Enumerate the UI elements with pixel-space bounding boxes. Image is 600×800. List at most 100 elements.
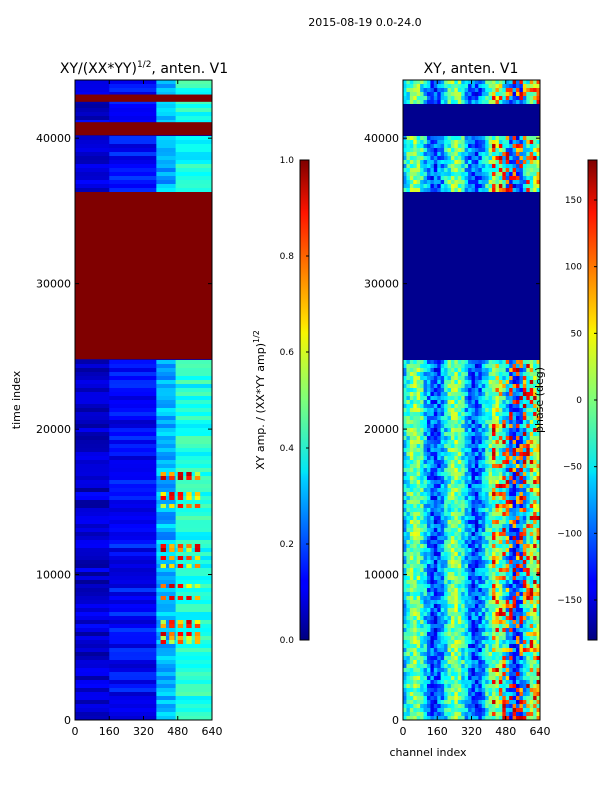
- heatmap-cell: [485, 376, 489, 381]
- heatmap-cell: [468, 444, 472, 449]
- heatmap-cell: [492, 148, 496, 153]
- heatmap-cell: [522, 372, 527, 377]
- heatmap-cell: [169, 640, 175, 644]
- heatmap-cell: [447, 424, 452, 429]
- heatmap-cell: [406, 712, 411, 717]
- heatmap-cell: [533, 612, 537, 617]
- heatmap-cell: [495, 96, 500, 101]
- heatmap-cell: [447, 440, 452, 445]
- heatmap-cell: [156, 424, 177, 429]
- heatmap-cell: [75, 364, 110, 369]
- heatmap-cell: [454, 476, 459, 481]
- heatmap-cell: [495, 708, 500, 713]
- heatmap-cell: [488, 420, 493, 425]
- heatmap-cell: [437, 596, 441, 601]
- heatmap-cell: [423, 80, 428, 85]
- heatmap-cell: [474, 156, 479, 161]
- heatmap-cell: [403, 560, 407, 565]
- heatmap-cell: [533, 448, 537, 453]
- heatmap-cell: [447, 608, 452, 613]
- heatmap-cell: [461, 148, 465, 153]
- heatmap-cell: [478, 136, 483, 141]
- heatmap-cell: [426, 180, 431, 185]
- heatmap-cell: [406, 172, 411, 177]
- heatmap-cell: [444, 624, 448, 629]
- heatmap-cell: [413, 172, 417, 177]
- heatmap-cell: [505, 576, 510, 581]
- heatmap-cell: [519, 560, 524, 565]
- heatmap-cell: [403, 388, 407, 393]
- heatmap-cell: [454, 416, 459, 421]
- heatmap-cell: [433, 468, 438, 473]
- heatmap-cell: [416, 564, 421, 569]
- heatmap-cell: [403, 196, 540, 201]
- heatmap-cell: [478, 428, 483, 433]
- heatmap-cell: [450, 584, 455, 589]
- heatmap-cell: [526, 520, 531, 525]
- heatmap-cell: [516, 416, 520, 421]
- heatmap-cell: [423, 576, 428, 581]
- heatmap-cell: [169, 496, 175, 500]
- heatmap-cell: [454, 704, 459, 709]
- heatmap-cell: [526, 140, 531, 145]
- heatmap-cell: [522, 164, 527, 169]
- heatmap-cell: [498, 96, 503, 101]
- heatmap-cell: [468, 668, 472, 673]
- heatmap-cell: [403, 636, 407, 641]
- heatmap-cell: [437, 560, 441, 565]
- heatmap-cell: [403, 208, 540, 213]
- heatmap-cell: [75, 680, 110, 685]
- heatmap-cell: [481, 688, 486, 693]
- heatmap-cell: [536, 612, 540, 617]
- heatmap-cell: [461, 704, 465, 709]
- heatmap-cell: [403, 632, 407, 637]
- heatmap-cell: [416, 708, 421, 713]
- heatmap-cell: [454, 96, 459, 101]
- heatmap-cell: [536, 492, 540, 497]
- heatmap-cell: [526, 464, 531, 469]
- heatmap-cell: [444, 152, 448, 157]
- heatmap-cell: [478, 392, 483, 397]
- heatmap-cell: [492, 524, 496, 529]
- heatmap-cell: [492, 556, 496, 561]
- heatmap-cell: [420, 180, 424, 185]
- heatmap-cell: [75, 496, 110, 501]
- heatmap-cell: [160, 596, 166, 600]
- heatmap-cell: [175, 564, 212, 569]
- heatmap-cell: [430, 704, 435, 709]
- heatmap-cell: [471, 384, 476, 389]
- heatmap-cell: [444, 400, 448, 405]
- heatmap-cell: [440, 668, 445, 673]
- heatmap-cell: [478, 472, 483, 477]
- heatmap-cell: [509, 488, 513, 493]
- heatmap-cell: [471, 464, 476, 469]
- x-tick-label: 320: [133, 725, 154, 738]
- heatmap-cell: [474, 672, 479, 677]
- heatmap-cell: [156, 564, 177, 569]
- heatmap-cell: [536, 592, 540, 597]
- heatmap-cell: [522, 668, 527, 673]
- heatmap-cell: [529, 380, 534, 385]
- heatmap-cell: [447, 592, 452, 597]
- heatmap-cell: [450, 468, 455, 473]
- heatmap-cell: [426, 160, 431, 165]
- heatmap-cell: [457, 676, 462, 681]
- heatmap-cell: [403, 528, 407, 533]
- heatmap-cell: [437, 524, 441, 529]
- heatmap-cell: [468, 648, 472, 653]
- heatmap-cell: [474, 472, 479, 477]
- heatmap-cell: [488, 596, 493, 601]
- heatmap-cell: [447, 452, 452, 457]
- heatmap-cell: [474, 600, 479, 605]
- heatmap-cell: [426, 576, 431, 581]
- heatmap-cell: [471, 140, 476, 145]
- heatmap-cell: [536, 448, 540, 453]
- heatmap-cell: [444, 640, 448, 645]
- heatmap-cell: [447, 476, 452, 481]
- heatmap-cell: [464, 568, 469, 573]
- heatmap-cell: [433, 444, 438, 449]
- heatmap-cell: [509, 456, 513, 461]
- heatmap-cell: [536, 656, 540, 661]
- heatmap-cell: [526, 472, 531, 477]
- heatmap-cell: [75, 380, 110, 385]
